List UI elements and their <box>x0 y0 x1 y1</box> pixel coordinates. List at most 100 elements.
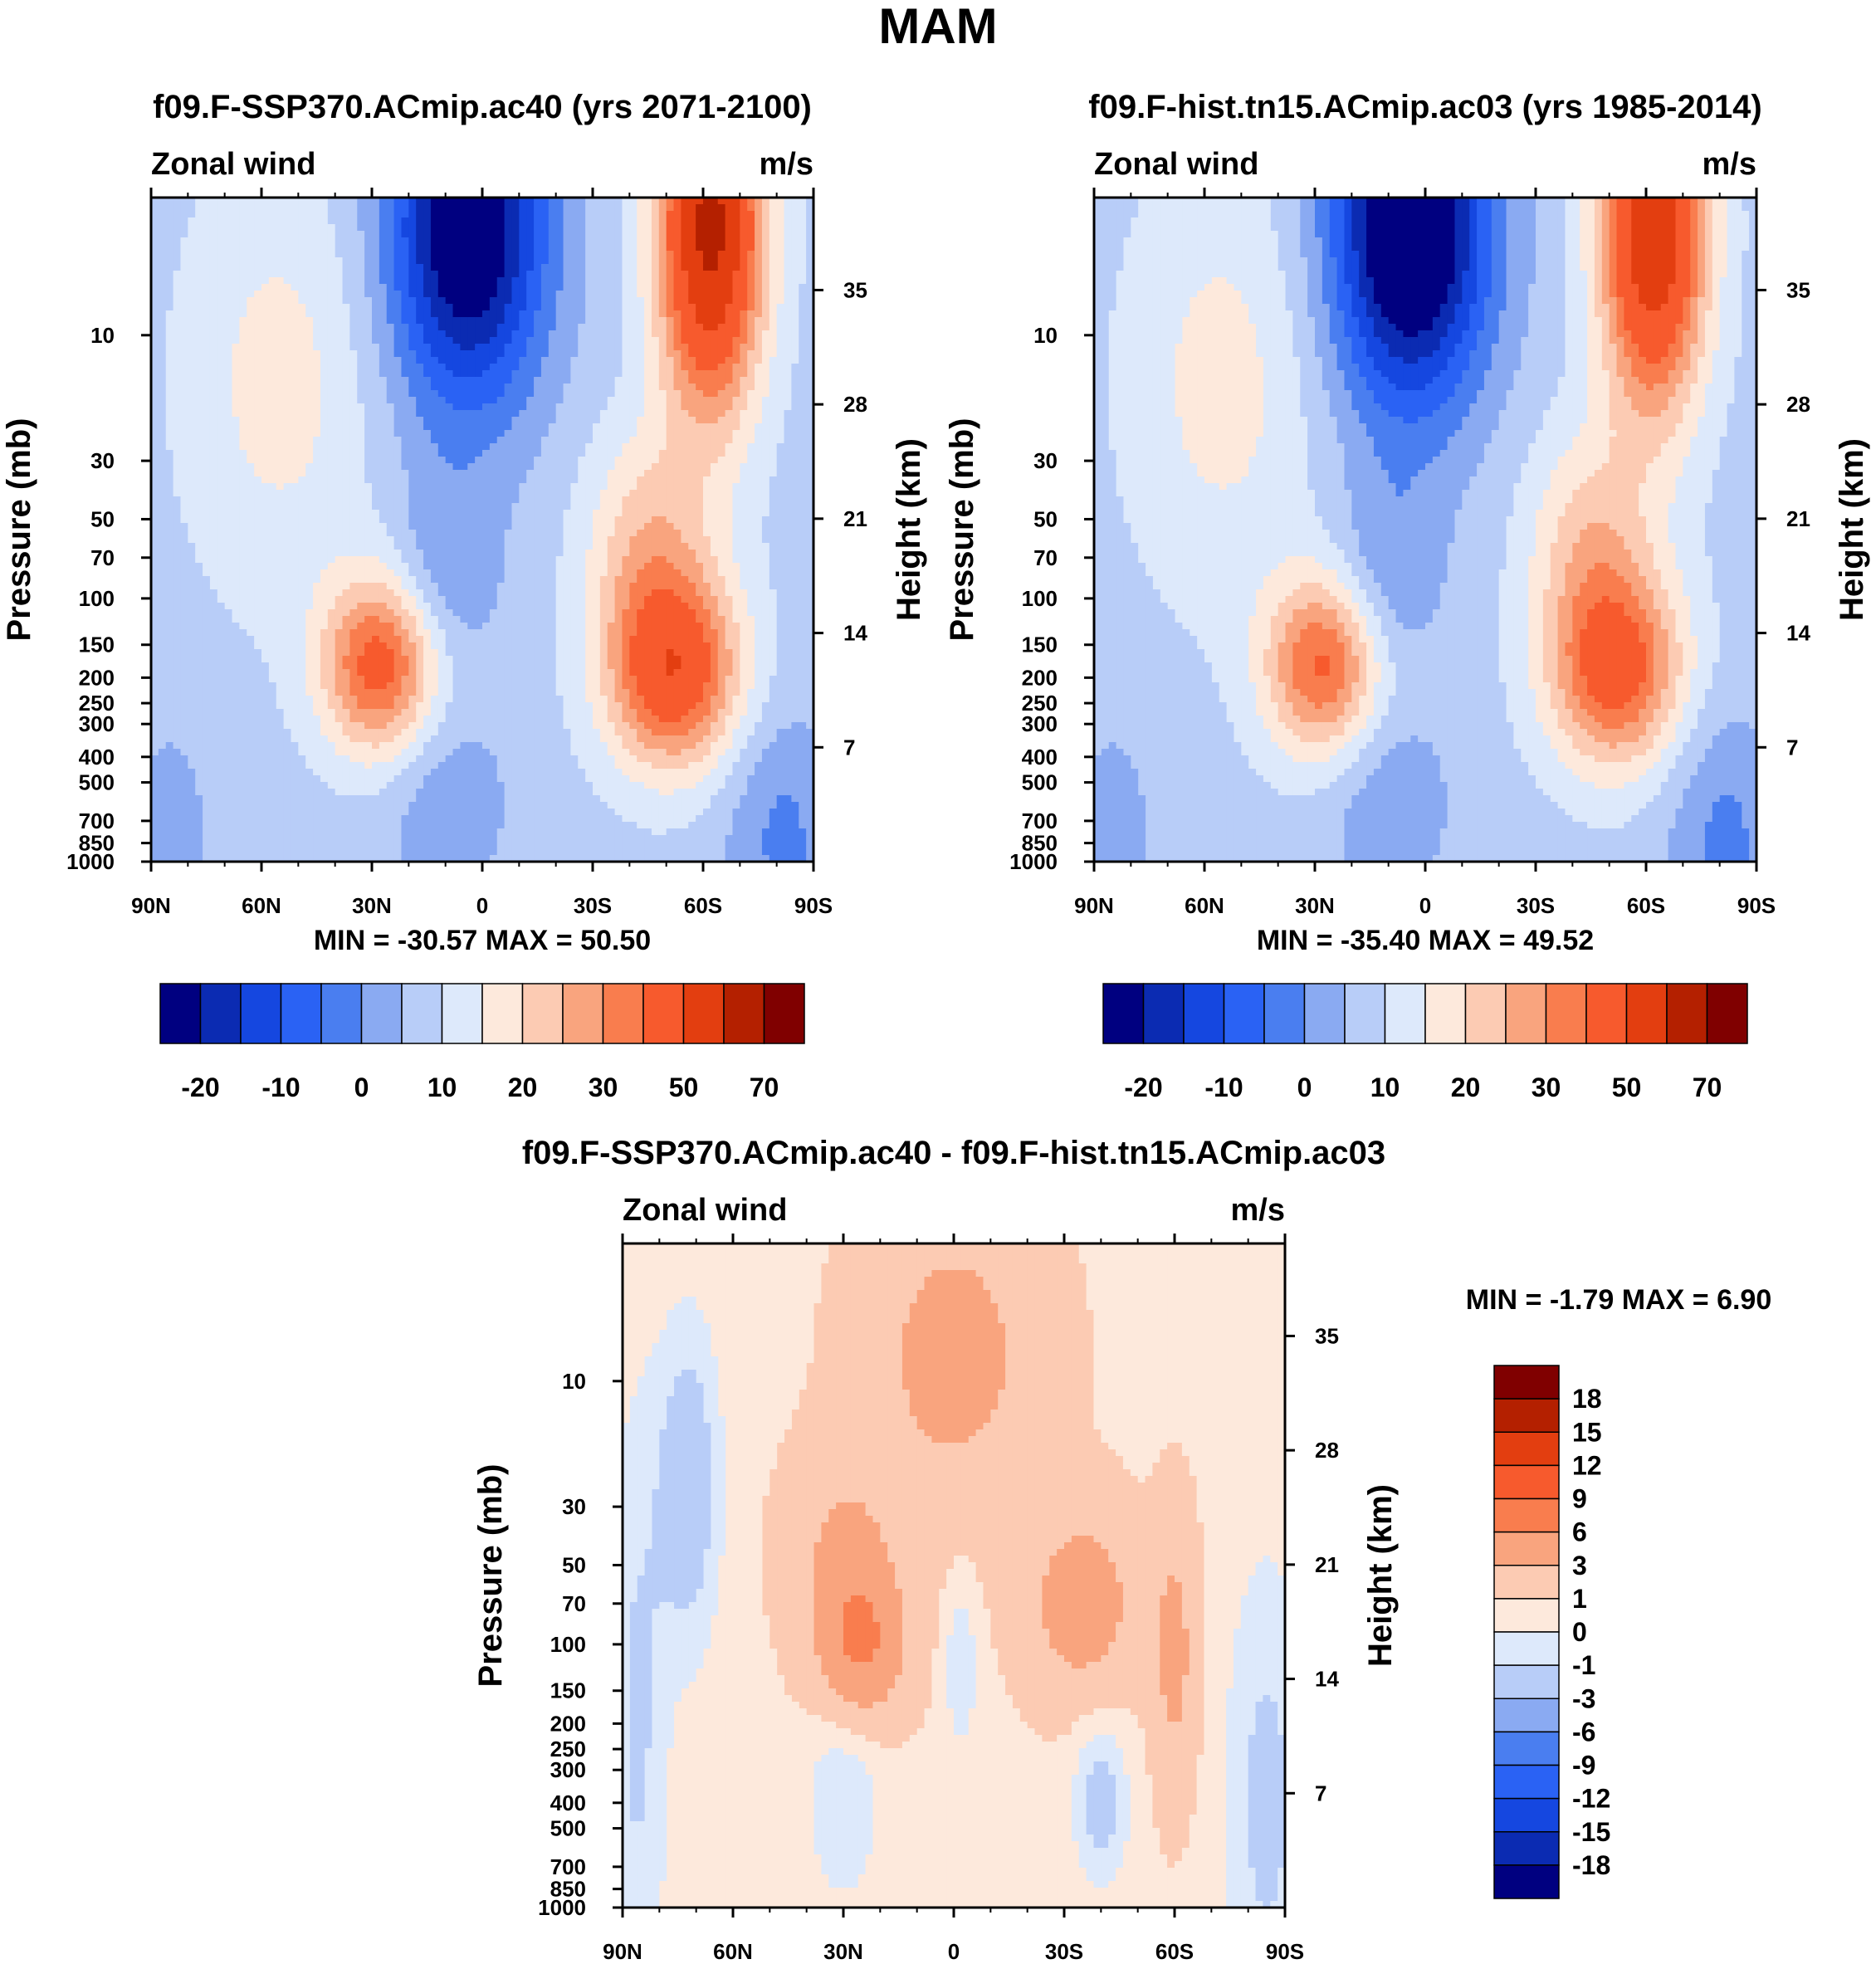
contour-cell <box>599 550 608 557</box>
contour-cell <box>268 211 277 218</box>
contour-cell <box>313 364 321 371</box>
contour-cell <box>681 237 689 245</box>
contour-cell <box>681 470 689 477</box>
contour-cell <box>276 304 285 311</box>
contour-cell <box>313 490 321 497</box>
contour-cell <box>437 536 447 544</box>
contour-cell <box>725 536 734 544</box>
contour-cell <box>423 516 432 524</box>
contour-cell <box>239 330 247 338</box>
contour-cell <box>408 204 417 212</box>
contour-cell <box>379 463 388 471</box>
contour-cell <box>747 476 755 484</box>
contour-cell <box>614 251 623 258</box>
contour-cell <box>681 297 689 305</box>
contour-cell <box>224 271 233 278</box>
contour-cell <box>555 251 564 258</box>
contour-cell <box>247 523 255 530</box>
contour-cell <box>268 324 277 331</box>
contour-cell <box>769 198 778 205</box>
contour-cell <box>607 430 616 437</box>
contour-cell <box>467 437 476 444</box>
contour-cell <box>563 257 571 265</box>
contour-cell <box>364 251 373 258</box>
contour-cell <box>283 310 292 318</box>
contour-cell <box>239 257 247 265</box>
contour-cell <box>430 297 439 305</box>
contour-cell <box>666 317 675 325</box>
contour-cell <box>283 377 292 384</box>
contour-cell <box>519 291 527 298</box>
contour-cell <box>784 470 792 477</box>
contour-cell <box>232 523 240 530</box>
contour-cell <box>519 204 527 212</box>
contour-cell <box>725 463 734 471</box>
contour-cell <box>335 251 344 258</box>
contour-cell <box>761 364 770 371</box>
contour-cell <box>475 503 483 511</box>
contour-cell <box>496 550 506 557</box>
contour-cell <box>629 430 638 437</box>
contour-cell <box>504 536 513 544</box>
contour-cell <box>327 277 336 285</box>
contour-cell <box>511 450 520 457</box>
contour-cell <box>408 417 417 424</box>
contour-cell <box>239 317 247 325</box>
contour-cell <box>379 324 388 331</box>
contour-cell <box>658 437 667 444</box>
contour-cell <box>342 516 350 524</box>
contour-cell <box>408 483 417 491</box>
contour-cell <box>452 510 461 517</box>
contour-cell <box>769 510 778 517</box>
contour-cell <box>511 244 520 252</box>
contour-cell <box>209 403 218 411</box>
contour-cell <box>540 224 550 232</box>
contour-cell <box>585 490 594 497</box>
contour-cell <box>283 291 292 298</box>
contour-cell <box>327 204 336 212</box>
contour-cell <box>651 224 660 232</box>
contour-cell <box>209 463 218 471</box>
contour-cell <box>232 237 240 245</box>
contour-cell <box>688 231 696 238</box>
contour-cell <box>585 251 594 258</box>
contour-cell <box>607 284 616 291</box>
contour-cell <box>593 337 601 344</box>
contour-cell <box>578 516 586 524</box>
contour-cell <box>416 211 424 218</box>
contour-cell <box>769 370 778 378</box>
contour-cell <box>769 264 778 271</box>
contour-cell <box>364 563 373 570</box>
contour-cell <box>203 231 211 238</box>
contour-cell <box>452 450 461 457</box>
contour-cell <box>776 251 785 258</box>
contour-cell <box>799 198 807 205</box>
contour-cell <box>696 503 704 511</box>
contour-cell <box>791 470 799 477</box>
contour-cell <box>658 403 667 411</box>
contour-cell <box>725 377 734 384</box>
contour-cell <box>799 344 807 351</box>
contour-cell <box>799 403 807 411</box>
contour-cell <box>555 271 564 278</box>
contour-cell <box>305 364 314 371</box>
contour-cell <box>276 231 285 238</box>
contour-cell <box>232 536 240 544</box>
contour-cell <box>386 257 395 265</box>
contour-cell <box>327 476 336 484</box>
contour-cell <box>622 476 630 484</box>
contour-cell <box>666 217 675 225</box>
contour-cell <box>504 450 513 457</box>
contour-cell <box>188 310 196 318</box>
contour-cell <box>335 397 344 404</box>
contour-cell <box>188 476 196 484</box>
contour-cell <box>173 437 182 444</box>
contour-cell <box>622 310 630 318</box>
contour-cell <box>357 423 365 431</box>
contour-cell <box>710 384 719 391</box>
contour-cell <box>644 337 652 344</box>
contour-cell <box>475 310 483 318</box>
contour-cell <box>614 523 623 530</box>
contour-cell <box>732 483 740 491</box>
contour-cell <box>673 423 682 431</box>
